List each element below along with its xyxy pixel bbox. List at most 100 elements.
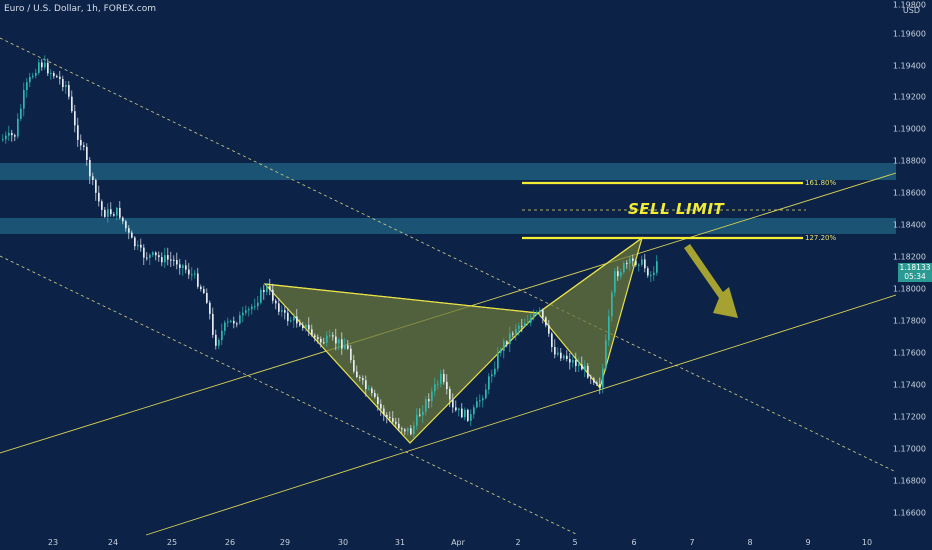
candle-body — [149, 254, 151, 258]
candle-body — [554, 347, 556, 355]
candle-body — [50, 73, 52, 75]
candle-body — [641, 259, 643, 265]
candle-body — [185, 265, 187, 270]
candle-body — [38, 62, 40, 73]
candle-body — [35, 72, 37, 76]
time-tick-label: 2 — [515, 538, 521, 547]
candle-body — [86, 146, 88, 160]
time-tick-label: 9 — [805, 538, 811, 547]
time-tick-label: 5 — [572, 538, 578, 547]
descending-channel-upper — [0, 37, 897, 473]
price-tick-label: 1.18800 — [892, 156, 926, 166]
candle-body — [218, 339, 220, 346]
candle-body — [101, 201, 103, 210]
candle-body — [302, 325, 304, 329]
candle-body — [254, 306, 256, 308]
candle-body — [32, 75, 34, 77]
candle-body — [347, 345, 349, 349]
candle-body — [77, 125, 79, 140]
candle-body — [116, 207, 118, 216]
currency-label: USD — [902, 6, 920, 15]
candle-body — [176, 260, 178, 265]
candle-body — [386, 414, 388, 417]
time-tick-label: 29 — [279, 538, 291, 547]
candle-body — [413, 425, 415, 435]
price-tick-label: 1.16600 — [892, 508, 926, 518]
candle-body — [368, 388, 370, 390]
candle-body — [173, 259, 175, 261]
candle-body — [329, 335, 331, 337]
candle-body — [215, 334, 217, 346]
candle-body — [422, 411, 424, 416]
descending-channel-lower — [0, 255, 579, 536]
candle-body — [8, 132, 10, 136]
candle-body — [404, 429, 406, 432]
time-tick-label: 24 — [107, 538, 119, 547]
candle-body — [167, 255, 169, 260]
candle-body — [245, 310, 247, 313]
candle-body — [590, 377, 592, 379]
pattern-xb-line — [264, 283, 539, 314]
current-price-value: 1.18133 — [899, 263, 931, 272]
candle-body — [611, 292, 613, 317]
candle-body — [107, 209, 109, 217]
candle-body — [257, 302, 259, 307]
candle-body — [500, 350, 502, 353]
candle-body — [284, 310, 286, 313]
candle-body — [608, 316, 610, 341]
candle-body — [476, 401, 478, 408]
candle-body — [272, 289, 274, 301]
candle-body — [353, 360, 355, 372]
candle-body — [335, 336, 337, 344]
candle-body — [584, 365, 586, 370]
candle-body — [119, 207, 121, 218]
candle-body — [623, 263, 625, 273]
candle-body — [203, 289, 205, 294]
candle-body — [461, 408, 463, 418]
time-tick-label: 25 — [166, 538, 178, 547]
candle-body — [161, 257, 163, 263]
candle-body — [5, 135, 7, 140]
candle-body — [164, 255, 166, 263]
candle-body — [560, 352, 562, 359]
price-countdown: 05:34 — [904, 272, 926, 281]
price-axis[interactable]: 1.19800 1.19600 1.19400 1.19200 1.19000 1.188… — [892, 0, 932, 550]
price-tick-label: 1.16800 — [892, 476, 926, 486]
candle-body — [371, 388, 373, 394]
price-tick-label: 1.18200 — [892, 252, 926, 262]
candle-body — [647, 268, 649, 276]
time-tick-label: 26 — [224, 538, 236, 547]
candle-body — [113, 214, 115, 216]
candle-body — [326, 335, 328, 343]
candle-body — [278, 303, 280, 312]
candle-body — [143, 247, 145, 258]
candle-body — [365, 380, 367, 389]
symbol-title[interactable]: Euro / U.S. Dollar, 1h, FOREX.com — [4, 4, 157, 14]
candle-body — [122, 217, 124, 222]
candle-body — [599, 384, 601, 388]
candle-body — [308, 324, 310, 330]
candle-body — [563, 355, 565, 359]
candle-body — [653, 272, 655, 276]
candle-body — [341, 339, 343, 349]
candle-body — [593, 378, 595, 383]
candle-body — [530, 317, 532, 323]
candle-body — [452, 399, 454, 408]
candle-body — [464, 409, 466, 418]
ascending-trendline-lower — [145, 294, 897, 536]
candle-body — [485, 389, 487, 399]
candle-body — [428, 399, 430, 402]
candle-body — [548, 325, 550, 334]
candle-body — [44, 62, 46, 68]
candle-body — [74, 111, 76, 126]
candle-body — [542, 310, 544, 318]
candle-body — [71, 96, 73, 112]
candle-body — [635, 260, 637, 265]
candle-body — [539, 310, 541, 313]
candle-body — [146, 257, 148, 259]
candle-body — [581, 364, 583, 370]
candle-body — [410, 428, 412, 435]
candle-body — [449, 389, 451, 400]
